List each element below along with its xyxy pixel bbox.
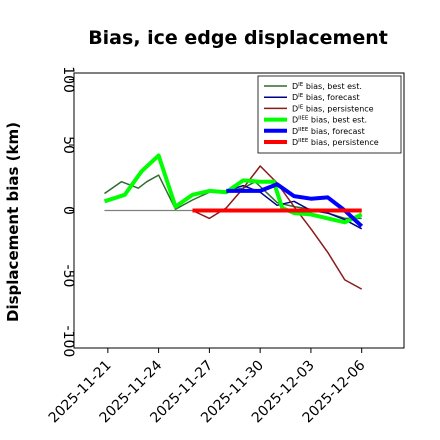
y-tick-label: -100 [60,326,76,358]
y-tick-label: 100 [60,66,76,93]
y-tick-label: 0 [60,206,76,215]
series-line-4 [226,182,364,228]
y-tick-label: 50 [60,136,76,154]
series-line-1 [226,184,363,230]
series-layer [103,153,364,290]
chart-title: Bias, ice edge displacement [88,27,388,49]
y-axis: 100 50 0 -50 -100 [60,66,76,357]
legend-label-5: DIIEE bias, persistence [292,138,379,147]
legend-label-4: DIIEE bias, forecast [292,127,365,136]
series-line-3 [103,153,363,225]
y-tick-label: -50 [60,265,76,288]
legend-label-3: DIIEE bias, best est. [292,116,367,125]
legend-label-0: DIE bias, best est. [292,82,362,91]
x-axis: 2025-11-212025-11-242025-11-272025-11-30… [46,348,369,426]
y-axis-label: Displacement bias (km) [4,122,22,322]
legend-label-1: DIE bias, forecast [292,93,360,102]
legend: DIE bias, best est. DIE bias, forecast DIE… [257,75,402,154]
legend-label-2: DIE bias, persistence [292,104,374,113]
